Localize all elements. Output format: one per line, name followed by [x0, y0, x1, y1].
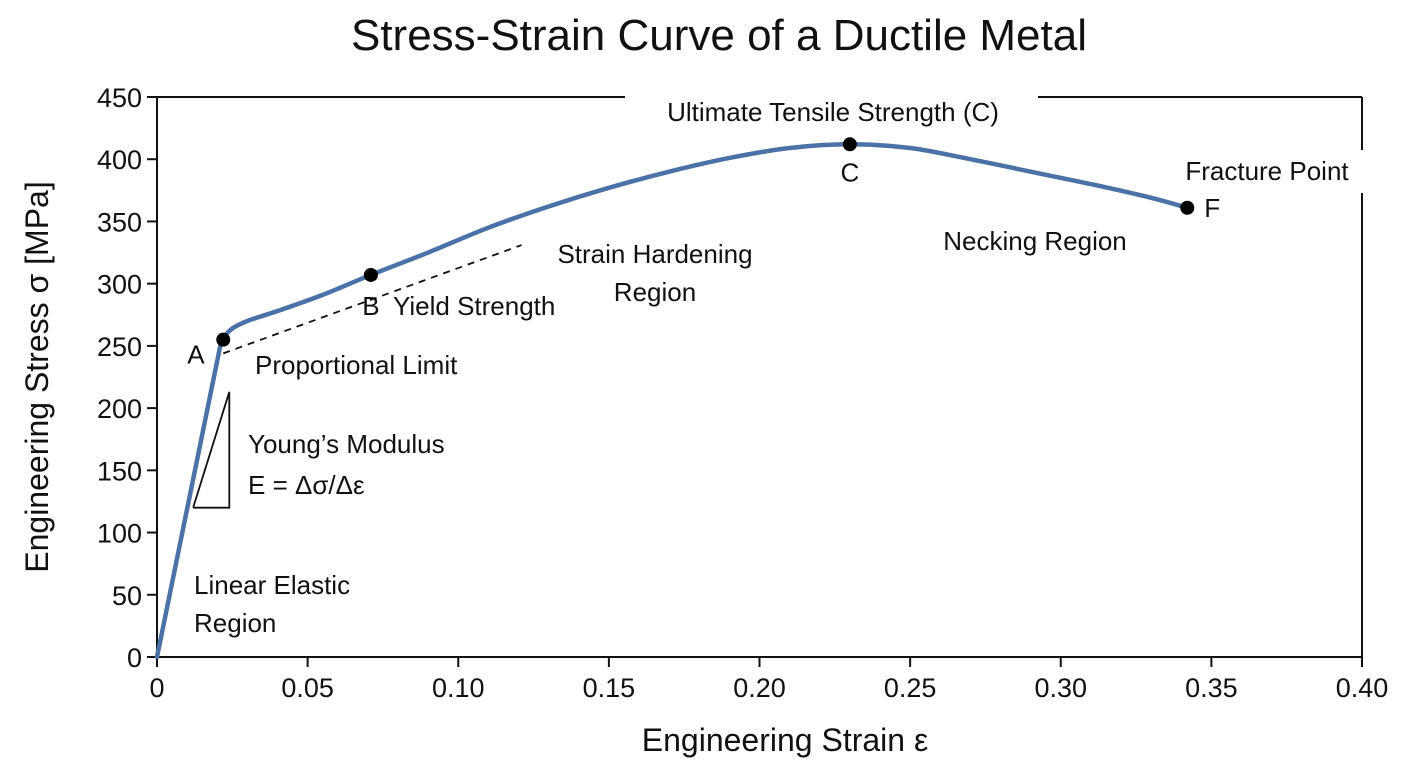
y-tick-label: 250 — [97, 332, 142, 362]
point-a-marker — [216, 332, 231, 347]
x-tick-label: 0.05 — [281, 673, 334, 703]
y-tick-label: 100 — [97, 519, 142, 549]
chart-overlay — [192, 244, 522, 509]
y-tick-label: 150 — [97, 456, 142, 486]
y-tick-label: 0 — [127, 643, 142, 673]
x-tick-label: 0.30 — [1034, 673, 1087, 703]
hardening-label-line2: Region — [614, 277, 696, 307]
point-b-marker — [363, 267, 378, 282]
modulus-label-line2: E = Δσ/Δε — [248, 470, 365, 500]
x-tick-label: 0.35 — [1185, 673, 1238, 703]
x-axis-label: Engineering Strain ε — [642, 722, 928, 758]
chart-title: Stress-Strain Curve of a Ductile Metal — [351, 11, 1087, 60]
modulus-triangle — [192, 391, 231, 509]
y-tick-label: 450 — [97, 83, 142, 113]
key-points: A B C F — [187, 137, 1220, 370]
x-tick-label: 0.15 — [583, 673, 636, 703]
y-tick-label: 50 — [112, 581, 142, 611]
annotations: Ultimate Tensile Strength (C) Fracture P… — [194, 97, 1349, 638]
x-tick-label: 0.10 — [432, 673, 485, 703]
x-axis-ticks: 0 0.05 0.10 0.15 0.20 0.25 0.30 0.35 0.40 — [149, 657, 1388, 703]
modulus-label-line1: Young’s Modulus — [248, 429, 445, 459]
uts-label: Ultimate Tensile Strength (C) — [667, 97, 999, 127]
x-tick-label: 0.40 — [1336, 673, 1389, 703]
x-tick-label: 0 — [149, 673, 164, 703]
y-axis-label: Engineering Stress σ [MPa] — [19, 181, 55, 572]
point-f-marker — [1180, 200, 1195, 215]
elastic-label-line1: Linear Elastic — [194, 570, 350, 600]
point-c-marker — [842, 137, 857, 152]
point-a-label: A — [187, 340, 205, 370]
plot-frame — [156, 96, 1363, 658]
stress-strain-curve — [154, 142, 1190, 660]
y-tick-label: 400 — [97, 145, 142, 175]
x-tick-label: 0.25 — [884, 673, 937, 703]
elastic-label-line2: Region — [194, 608, 276, 638]
y-tick-label: 200 — [97, 394, 142, 424]
x-tick-label: 0.20 — [733, 673, 786, 703]
y-axis-ticks: 0 50 100 150 200 250 300 350 400 450 — [97, 83, 157, 673]
y-tick-label: 300 — [97, 270, 142, 300]
point-c-label: C — [840, 157, 859, 187]
proportional-label: Proportional Limit — [255, 350, 458, 380]
offset-line — [222, 244, 522, 355]
y-tick-label: 350 — [97, 207, 142, 237]
fracture-label: Fracture Point — [1185, 156, 1349, 186]
hardening-label-line1: Strain Hardening — [557, 239, 752, 269]
point-b-label: B — [362, 291, 379, 321]
yield-label: Yield Strength — [393, 291, 555, 321]
point-f-label: F — [1204, 193, 1220, 223]
necking-label: Necking Region — [943, 226, 1127, 256]
